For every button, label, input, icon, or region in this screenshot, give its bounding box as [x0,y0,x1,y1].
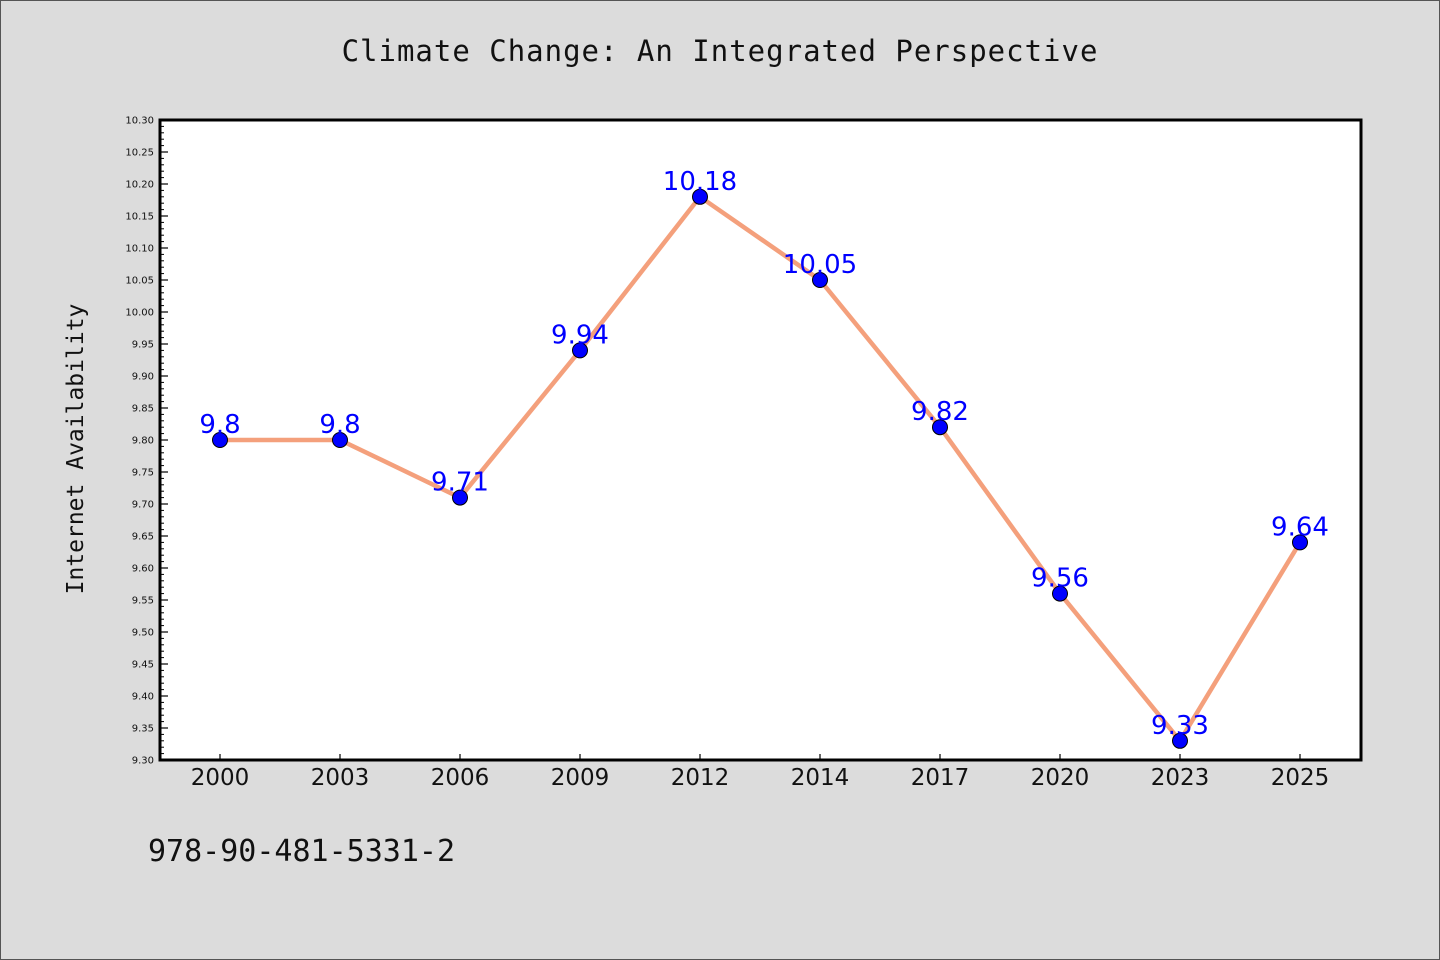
data-label: 10.18 [663,167,737,197]
y-tick-label: 10.15 [125,212,154,223]
data-point [812,272,828,288]
x-tick-label: 2009 [551,765,610,791]
y-tick-label: 9.60 [132,564,154,575]
data-label: 9.8 [199,410,240,440]
data-point [1172,732,1188,749]
data-point [452,489,468,506]
data-point [572,342,588,359]
chart-title: Climate Change: An Integrated Perspectiv… [341,34,1099,68]
y-tick-label: 9.55 [132,596,154,607]
y-tick-label: 9.70 [132,500,154,511]
data-point [932,419,948,436]
x-tick-label: 2000 [191,765,250,791]
y-tick-label: 9.40 [132,692,154,703]
series-line [217,194,1303,744]
y-tick-label: 9.75 [132,468,154,479]
y-tick-label: 10.30 [125,116,154,127]
y-tick-label: 10.25 [125,148,154,159]
y-tick-label: 9.30 [132,756,154,767]
x-tick-label: 2017 [911,765,970,791]
data-point [1052,585,1068,602]
y-tick-label: 10.10 [125,244,154,255]
y-tick-label: 9.90 [132,372,154,383]
data-label: 9.94 [551,320,609,350]
y-tick-label: 9.95 [132,340,154,351]
data-label: 9.64 [1271,512,1329,542]
x-axis-ticks: 2000 2003 2006 2009 2012 2014 2017 2020 2023 2025 [191,754,1330,791]
data-label: 10.05 [783,250,857,280]
y-tick-label: 9.80 [132,436,154,447]
data-label: 9.33 [1151,711,1209,741]
x-tick-label: 2006 [431,765,490,791]
x-tick-label: 2025 [1271,765,1330,791]
y-tick-label: 10.05 [125,276,154,287]
x-tick-label: 2020 [1031,765,1090,791]
x-tick-label: 2012 [671,765,730,791]
data-point [1292,534,1308,551]
data-label: 9.8 [319,410,360,440]
y-tick-label: 10.20 [125,180,154,191]
data-point [212,432,228,448]
plot-area [158,118,1363,762]
data-label: 9.71 [431,468,489,498]
y-tick-label: 10.00 [125,308,154,319]
data-label: 9.82 [911,397,969,427]
data-label: 9.56 [1031,564,1089,594]
isbn-text: 978-90-481-5331-2 [148,834,456,869]
x-tick-label: 2023 [1151,765,1210,791]
x-tick-label: 2003 [311,765,370,791]
y-tick-label: 9.35 [132,724,154,735]
y-tick-label: 9.85 [132,404,154,415]
y-axis-ticks: 9.30 9.35 9.40 9.45 9.50 9.55 9.60 9.65 9.70 9.75… [125,116,168,767]
x-tick-label: 2014 [791,765,850,791]
data-point [692,188,708,205]
y-tick-label: 9.65 [132,532,154,543]
data-point [332,432,348,448]
y-tick-label: 9.50 [132,628,154,639]
y-tick-label: 9.45 [132,660,154,671]
series-group: 9.8 9.8 9.71 9.94 10.18 10.05 9.82 9.56 9.33 9.64 [199,167,1329,749]
